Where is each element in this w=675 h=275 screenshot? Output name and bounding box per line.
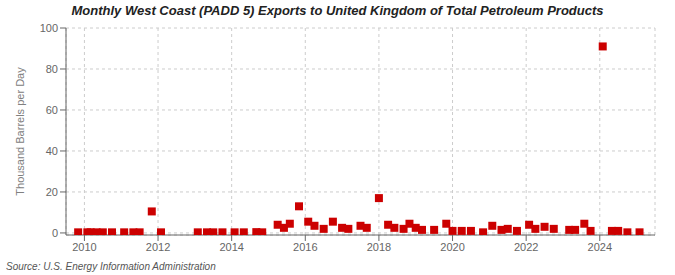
html-text:Monthly West Coast (PADD 5) Ex: Monthly West Coast (PADD 5) Exports to U… bbox=[71, 3, 604, 18]
svg-text:2010: 2010 bbox=[72, 241, 96, 253]
svg-text:40: 40 bbox=[46, 145, 58, 157]
svg-text:2014: 2014 bbox=[219, 241, 243, 253]
svg-text:20: 20 bbox=[46, 186, 58, 198]
svg-text:100: 100 bbox=[40, 22, 58, 34]
svg-text:0: 0 bbox=[52, 227, 58, 239]
svg-text:60: 60 bbox=[46, 104, 58, 116]
svg-text:Thousand Barrels per Day: Thousand Barrels per Day bbox=[14, 67, 26, 196]
svg-text:2024: 2024 bbox=[588, 241, 612, 253]
svg-text:2012: 2012 bbox=[146, 241, 170, 253]
svg-text:2022: 2022 bbox=[514, 241, 538, 253]
svg-text:2016: 2016 bbox=[293, 241, 317, 253]
svg-text:80: 80 bbox=[46, 63, 58, 75]
svg-text:2020: 2020 bbox=[440, 241, 464, 253]
html-text:Source: U.S. Energy Informatio: Source: U.S. Energy Information Administ… bbox=[6, 261, 216, 272]
svg-text:2018: 2018 bbox=[367, 241, 391, 253]
